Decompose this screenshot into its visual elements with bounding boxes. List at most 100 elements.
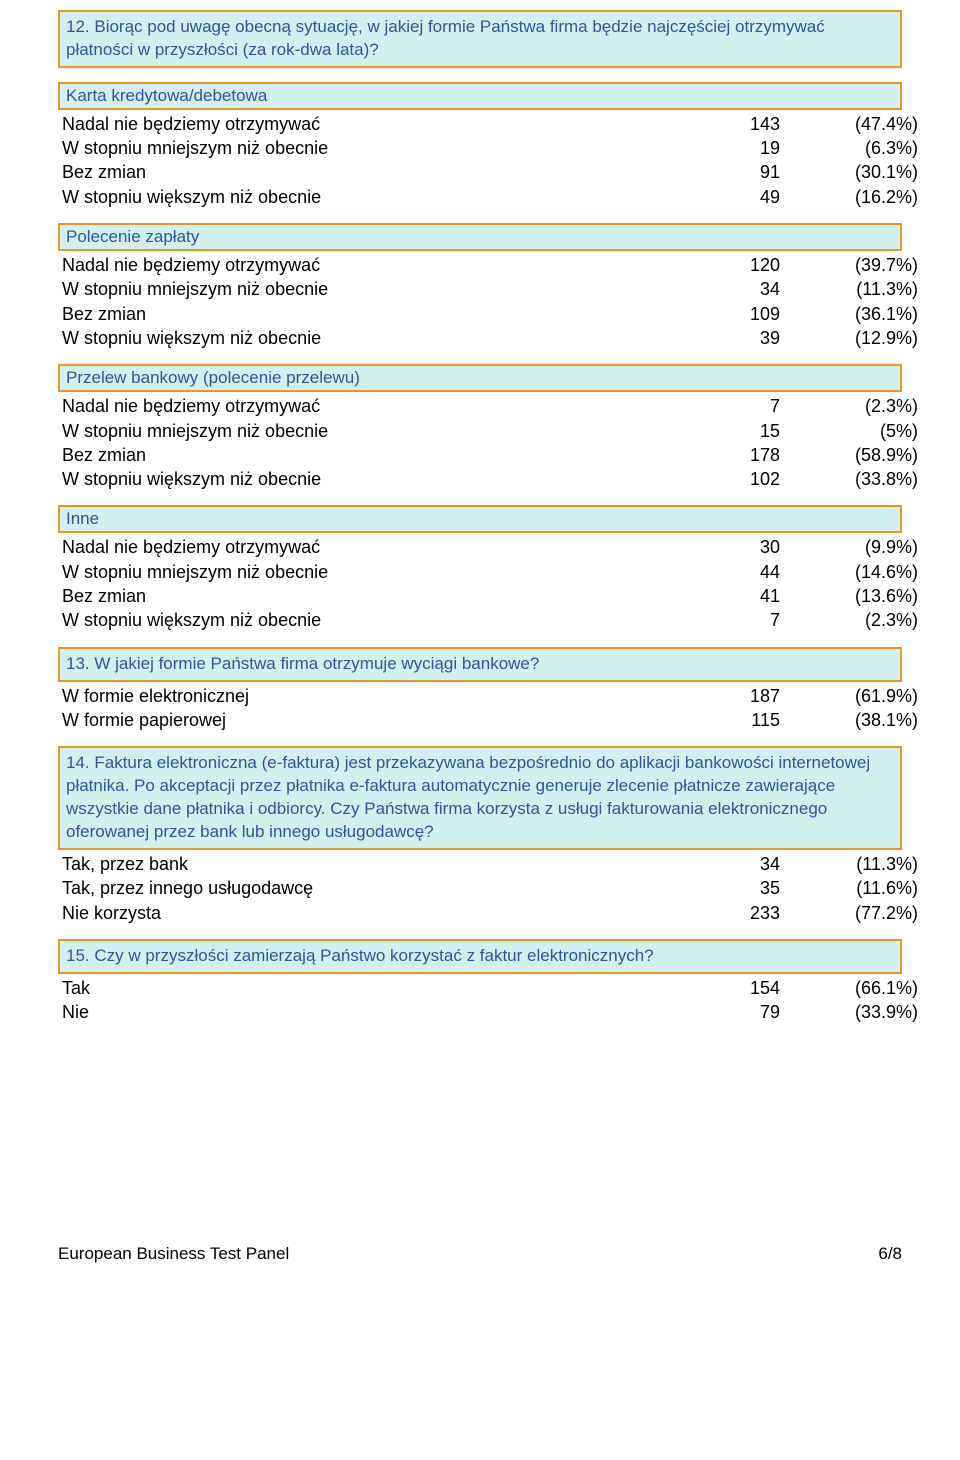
- footer-left: European Business Test Panel: [58, 1244, 289, 1264]
- q12-sec3-table: Nadal nie będziemy otrzymywać30(9.9%) W …: [58, 535, 922, 632]
- row-count: 35: [656, 876, 784, 900]
- row-label: Nie: [58, 1000, 656, 1024]
- row-count: 143: [656, 112, 784, 136]
- row-count: 39: [656, 326, 784, 350]
- q12-title: 12. Biorąc pod uwagę obecną sytuację, w …: [58, 10, 902, 68]
- row-count: 41: [656, 584, 784, 608]
- row-pct: (9.9%): [784, 535, 922, 559]
- row-pct: (33.9%): [784, 1000, 922, 1024]
- footer-page-number: 6/8: [878, 1244, 902, 1264]
- row-count: 187: [656, 684, 784, 708]
- row-label: W stopniu mniejszym niż obecnie: [58, 560, 656, 584]
- q12-sec2-table: Nadal nie będziemy otrzymywać7(2.3%) W s…: [58, 394, 922, 491]
- q13-table: W formie elektronicznej187(61.9%) W form…: [58, 684, 922, 733]
- q12-sec1-title: Polecenie zapłaty: [58, 223, 902, 251]
- table-row: Nadal nie będziemy otrzymywać7(2.3%): [58, 394, 922, 418]
- table-row: Nie korzysta233(77.2%): [58, 901, 922, 925]
- row-count: 34: [656, 852, 784, 876]
- row-pct: (6.3%): [784, 136, 922, 160]
- q14-title: 14. Faktura elektroniczna (e-faktura) je…: [58, 746, 902, 850]
- table-row: W stopniu większym niż obecnie39(12.9%): [58, 326, 922, 350]
- row-label: W formie papierowej: [58, 708, 656, 732]
- row-count: 49: [656, 185, 784, 209]
- row-count: 109: [656, 302, 784, 326]
- row-label: W stopniu mniejszym niż obecnie: [58, 419, 656, 443]
- table-row: W stopniu większym niż obecnie7(2.3%): [58, 608, 922, 632]
- row-pct: (12.9%): [784, 326, 922, 350]
- row-pct: (16.2%): [784, 185, 922, 209]
- row-count: 120: [656, 253, 784, 277]
- table-row: Tak154(66.1%): [58, 976, 922, 1000]
- row-pct: (14.6%): [784, 560, 922, 584]
- row-count: 102: [656, 467, 784, 491]
- q12-sec2-title: Przelew bankowy (polecenie przelewu): [58, 364, 902, 392]
- row-count: 115: [656, 708, 784, 732]
- row-label: Nadal nie będziemy otrzymywać: [58, 253, 656, 277]
- table-row: W stopniu mniejszym niż obecnie44(14.6%): [58, 560, 922, 584]
- q12-sec0-table: Nadal nie będziemy otrzymywać143(47.4%) …: [58, 112, 922, 209]
- row-count: 178: [656, 443, 784, 467]
- row-label: W stopniu mniejszym niż obecnie: [58, 136, 656, 160]
- table-row: Nadal nie będziemy otrzymywać120(39.7%): [58, 253, 922, 277]
- row-pct: (61.9%): [784, 684, 922, 708]
- table-row: W stopniu mniejszym niż obecnie34(11.3%): [58, 277, 922, 301]
- row-count: 19: [656, 136, 784, 160]
- row-count: 79: [656, 1000, 784, 1024]
- table-row: W stopniu mniejszym niż obecnie19(6.3%): [58, 136, 922, 160]
- table-row: W stopniu większym niż obecnie49(16.2%): [58, 185, 922, 209]
- row-label: W stopniu większym niż obecnie: [58, 467, 656, 491]
- row-pct: (13.6%): [784, 584, 922, 608]
- row-pct: (77.2%): [784, 901, 922, 925]
- table-row: Bez zmian41(13.6%): [58, 584, 922, 608]
- table-row: Nadal nie będziemy otrzymywać30(9.9%): [58, 535, 922, 559]
- row-label: Nie korzysta: [58, 901, 656, 925]
- row-count: 154: [656, 976, 784, 1000]
- row-label: Bez zmian: [58, 443, 656, 467]
- table-row: Bez zmian91(30.1%): [58, 160, 922, 184]
- row-label: W stopniu większym niż obecnie: [58, 608, 656, 632]
- row-label: Tak, przez innego usługodawcę: [58, 876, 656, 900]
- q15-table: Tak154(66.1%) Nie79(33.9%): [58, 976, 922, 1025]
- row-label: W stopniu mniejszym niż obecnie: [58, 277, 656, 301]
- row-count: 44: [656, 560, 784, 584]
- table-row: W stopniu mniejszym niż obecnie15(5%): [58, 419, 922, 443]
- row-pct: (5%): [784, 419, 922, 443]
- row-label: W stopniu większym niż obecnie: [58, 185, 656, 209]
- row-label: Bez zmian: [58, 302, 656, 326]
- row-pct: (39.7%): [784, 253, 922, 277]
- row-label: Bez zmian: [58, 584, 656, 608]
- row-count: 15: [656, 419, 784, 443]
- row-pct: (38.1%): [784, 708, 922, 732]
- table-row: W formie papierowej115(38.1%): [58, 708, 922, 732]
- row-pct: (2.3%): [784, 608, 922, 632]
- row-pct: (47.4%): [784, 112, 922, 136]
- row-count: 34: [656, 277, 784, 301]
- row-count: 7: [656, 394, 784, 418]
- table-row: Tak, przez innego usługodawcę35(11.6%): [58, 876, 922, 900]
- row-pct: (58.9%): [784, 443, 922, 467]
- row-label: Tak: [58, 976, 656, 1000]
- row-label: Nadal nie będziemy otrzymywać: [58, 535, 656, 559]
- table-row: Tak, przez bank34(11.3%): [58, 852, 922, 876]
- row-pct: (2.3%): [784, 394, 922, 418]
- row-count: 233: [656, 901, 784, 925]
- q13-title: 13. W jakiej formie Państwa firma otrzym…: [58, 647, 902, 682]
- row-pct: (33.8%): [784, 467, 922, 491]
- row-label: Nadal nie będziemy otrzymywać: [58, 112, 656, 136]
- row-pct: (11.6%): [784, 876, 922, 900]
- table-row: W stopniu większym niż obecnie102(33.8%): [58, 467, 922, 491]
- q15-title: 15. Czy w przyszłości zamierzają Państwo…: [58, 939, 902, 974]
- table-row: Bez zmian109(36.1%): [58, 302, 922, 326]
- row-label: Bez zmian: [58, 160, 656, 184]
- table-row: Nadal nie będziemy otrzymywać143(47.4%): [58, 112, 922, 136]
- row-pct: (36.1%): [784, 302, 922, 326]
- table-row: Bez zmian178(58.9%): [58, 443, 922, 467]
- row-pct: (66.1%): [784, 976, 922, 1000]
- row-pct: (11.3%): [784, 277, 922, 301]
- q14-table: Tak, przez bank34(11.3%) Tak, przez inne…: [58, 852, 922, 925]
- row-pct: (30.1%): [784, 160, 922, 184]
- q12-sec0-title: Karta kredytowa/debetowa: [58, 82, 902, 110]
- row-label: Nadal nie będziemy otrzymywać: [58, 394, 656, 418]
- q12-sec1-table: Nadal nie będziemy otrzymywać120(39.7%) …: [58, 253, 922, 350]
- row-count: 7: [656, 608, 784, 632]
